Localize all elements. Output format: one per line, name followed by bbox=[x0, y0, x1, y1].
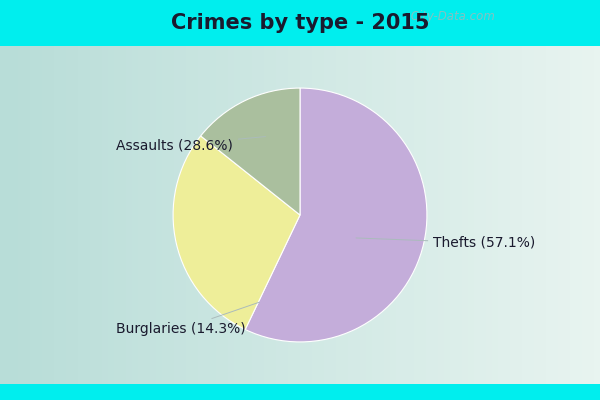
Text: Thefts (57.1%): Thefts (57.1%) bbox=[356, 236, 536, 250]
Text: Assaults (28.6%): Assaults (28.6%) bbox=[116, 136, 266, 152]
Text: Burglaries (14.3%): Burglaries (14.3%) bbox=[116, 302, 259, 336]
Wedge shape bbox=[200, 88, 300, 215]
Text: City-Data.com: City-Data.com bbox=[407, 10, 495, 23]
Wedge shape bbox=[245, 88, 427, 342]
Text: Crimes by type - 2015: Crimes by type - 2015 bbox=[171, 13, 429, 33]
Wedge shape bbox=[173, 136, 300, 330]
